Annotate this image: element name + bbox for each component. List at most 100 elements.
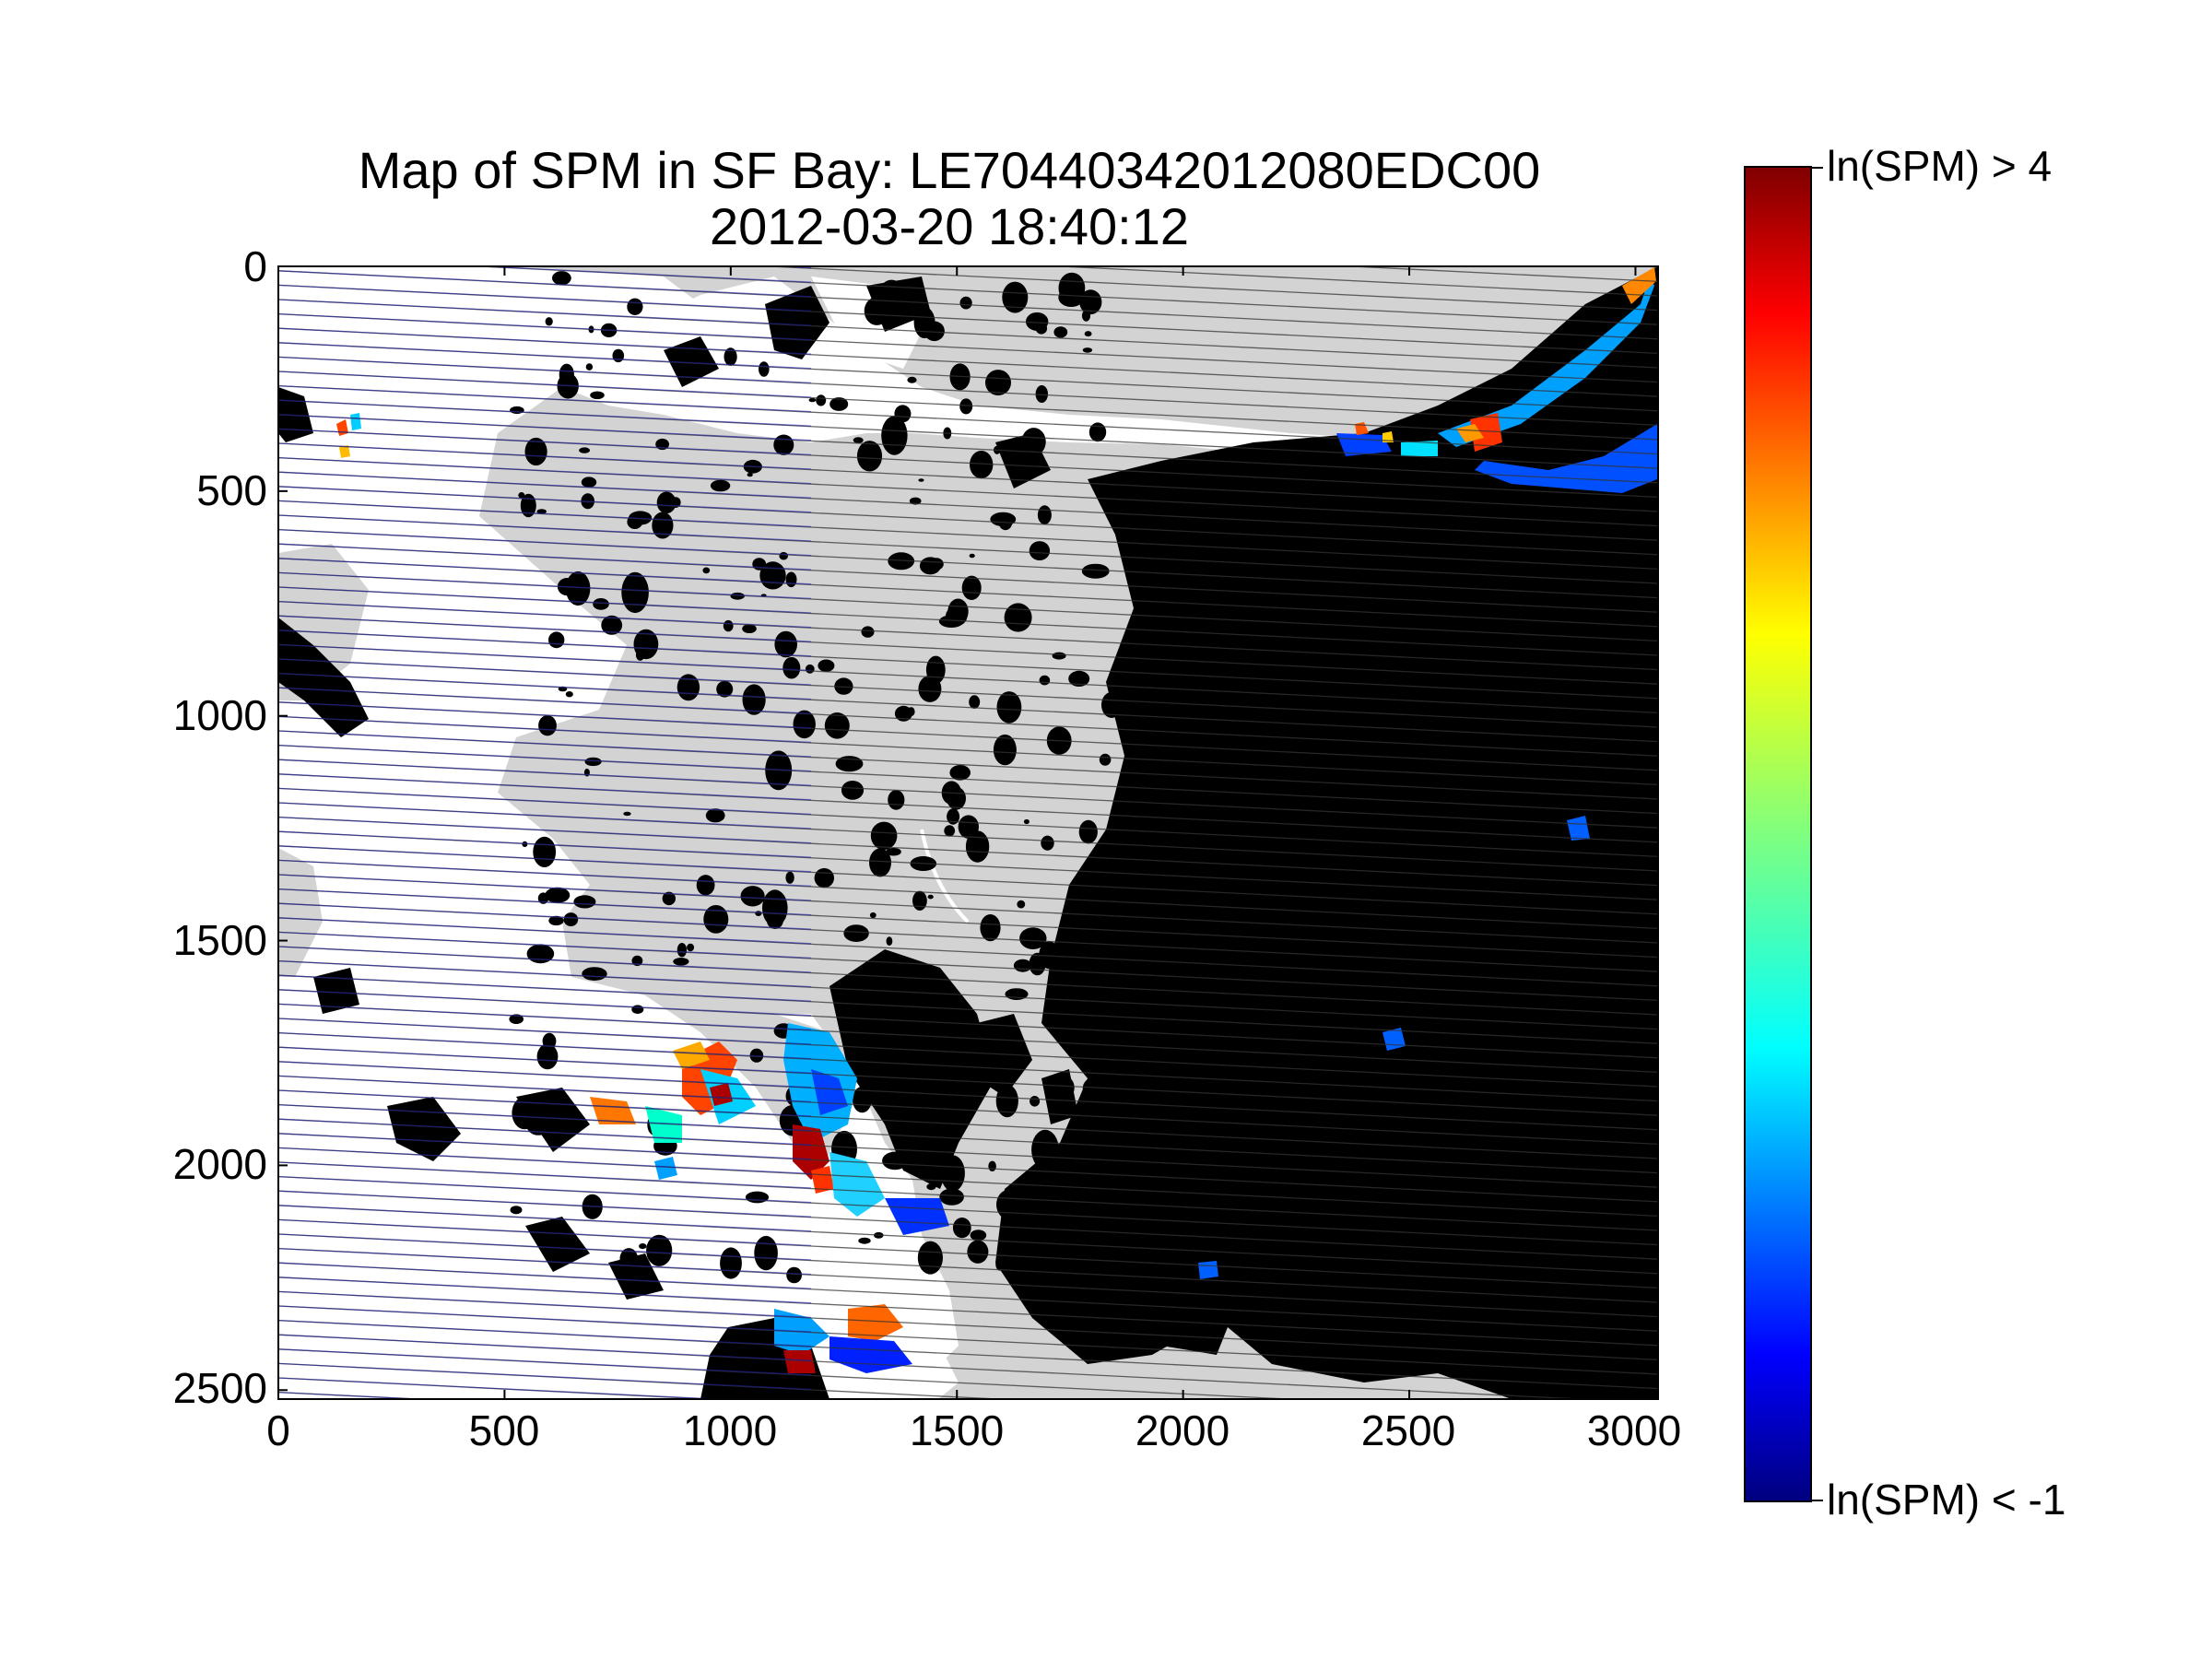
x-tick-label: 2500	[1360, 1406, 1456, 1454]
cloud-speck	[545, 887, 571, 903]
cloud-speck	[612, 348, 625, 363]
scan-gap-line	[278, 1147, 812, 1175]
cloud-speck	[782, 656, 801, 679]
cloud-speck	[1054, 1076, 1075, 1100]
scan-gap-line	[278, 356, 812, 384]
scan-gap-line	[278, 184, 1658, 253]
cloud-speck	[548, 915, 564, 926]
cloud-speck	[949, 765, 971, 781]
cloud-speck	[687, 943, 695, 952]
y-tick-label: 2000	[172, 1140, 267, 1188]
cloud-speck	[656, 491, 677, 514]
cloud-speck	[917, 1241, 944, 1275]
cloud-speck	[870, 821, 898, 850]
cloud-speck	[882, 1151, 909, 1171]
cloud-speck	[742, 684, 766, 715]
scan-gap-line	[278, 1018, 812, 1045]
cloud-speck	[1004, 603, 1032, 632]
cloud-speck	[881, 416, 908, 455]
cloud-speck	[779, 551, 788, 560]
cloud-speck	[619, 1248, 639, 1270]
cloud-speck	[759, 361, 770, 377]
colorbar-max-label: ln(SPM) > 4	[1827, 142, 2053, 190]
scan-gap-line	[278, 1218, 812, 1247]
cloud-speck	[869, 848, 891, 877]
cloud-speck	[864, 297, 890, 325]
cloud-speck	[639, 1243, 647, 1250]
scan-gap-line	[278, 600, 812, 629]
x-tick-label: 1500	[909, 1406, 1005, 1454]
cloud-speck	[928, 558, 944, 571]
cloud-speck	[724, 347, 737, 366]
cloud-speck	[814, 867, 834, 888]
cloud-speck	[536, 509, 547, 514]
scan-gap-line	[278, 1334, 812, 1361]
scan-gap-line	[278, 558, 812, 585]
cloud-speck	[1053, 326, 1068, 338]
scan-gap-line	[278, 1031, 812, 1060]
cloud-speck	[745, 1191, 770, 1204]
cloud-speck	[1068, 670, 1090, 688]
scan-gap-line	[278, 744, 812, 772]
scan-gap-line	[278, 171, 1658, 239]
cloud-speck	[1081, 310, 1091, 322]
scan-gap-line	[1630, 266, 1658, 268]
cloud-speck	[818, 659, 835, 672]
scan-gap-line	[278, 327, 812, 355]
cloud-speck	[703, 905, 729, 934]
scan-gap-line	[278, 1305, 812, 1333]
scan-gap-line	[278, 931, 812, 959]
cloud-speck	[774, 630, 797, 658]
scan-gap-line	[278, 1075, 812, 1103]
cloud-speck	[542, 1032, 557, 1050]
cloud-speck	[996, 691, 1022, 724]
scan-gap-line	[278, 1391, 432, 1399]
cloud-speck	[552, 271, 571, 286]
scan-gap-line	[278, 1277, 812, 1304]
scan-gap-line	[278, 299, 812, 326]
scan-gap-line	[278, 773, 812, 801]
cloud-speck	[926, 1183, 936, 1191]
cloud-speck	[1084, 331, 1092, 337]
scan-gap-line	[278, 442, 812, 470]
cloud-speck	[545, 317, 553, 326]
cloud-speck	[841, 781, 865, 800]
cloud-speck	[886, 847, 901, 856]
cloud-speck	[584, 757, 602, 767]
cloud-speck	[995, 1257, 1005, 1271]
x-tick-label: 1000	[682, 1406, 778, 1454]
cloud-speck	[621, 571, 649, 614]
cloud-speck	[886, 936, 893, 946]
axis-ticks	[277, 265, 1658, 1399]
scan-gap-line	[278, 902, 812, 930]
cloud-speck	[961, 575, 982, 600]
scan-gap-line	[278, 586, 812, 614]
cloud-speck	[518, 492, 525, 499]
cloud-speck	[1048, 1102, 1062, 1118]
cloud-speck	[816, 394, 827, 406]
scan-gap-line	[278, 571, 812, 600]
cloud-speck	[939, 1188, 964, 1206]
cloud-speck	[623, 811, 631, 817]
cloud-speck	[894, 705, 912, 722]
x-tick-label: 3000	[1586, 1406, 1682, 1454]
scan-gap-line	[278, 874, 812, 901]
scan-gap-line	[278, 1061, 812, 1088]
cloud-speck	[967, 1240, 989, 1264]
scan-gap-line	[278, 270, 812, 298]
cloud-speck	[1031, 1129, 1059, 1171]
cloud-speck	[824, 712, 850, 739]
cloud-speck	[988, 1160, 996, 1172]
scan-gap-line	[278, 428, 812, 456]
cloud-speck	[965, 830, 990, 863]
cloud-speck	[940, 1155, 965, 1192]
cloud-speck	[852, 1086, 872, 1113]
cloud-speck	[985, 370, 1011, 396]
cloud-speck	[786, 1266, 802, 1284]
scan-gap-line	[278, 974, 812, 1002]
scan-gap-line	[278, 845, 812, 873]
cloud-speck	[559, 363, 574, 385]
cloud-speck	[793, 710, 816, 739]
